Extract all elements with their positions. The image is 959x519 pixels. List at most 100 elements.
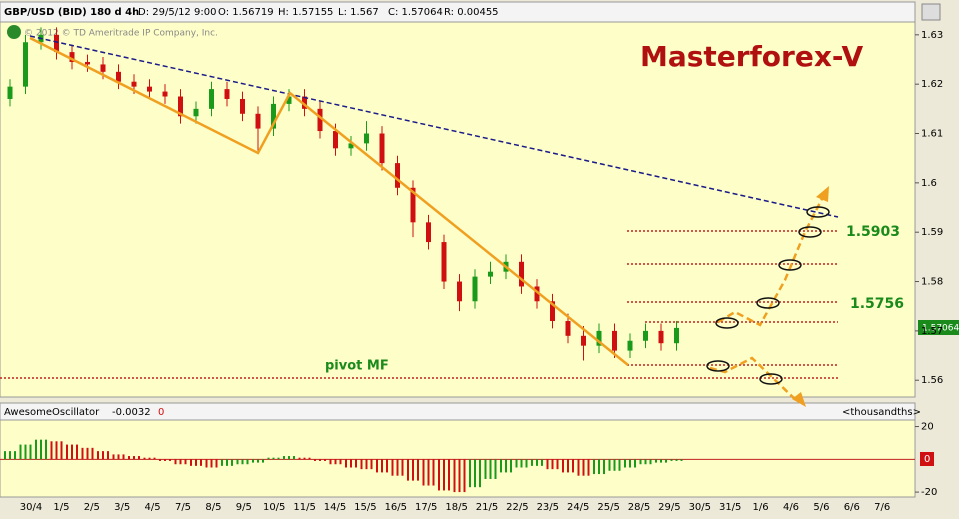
candle-body <box>69 52 75 62</box>
x-tick-label: 4/5 <box>145 502 161 513</box>
candle-body <box>224 89 230 99</box>
x-tick-label: 23/5 <box>537 502 559 513</box>
range: R: 0.00455 <box>444 7 499 18</box>
forecast <box>709 194 826 403</box>
trendline <box>29 35 839 218</box>
pivot-label: pivot MF <box>325 359 389 374</box>
candle-body <box>395 163 400 188</box>
x-tick-label: 17/5 <box>415 502 437 513</box>
x-tick-label: 24/5 <box>567 502 589 513</box>
candle-body <box>596 330 602 346</box>
x-tick-label: 6/6 <box>844 502 860 513</box>
close: C: 1.57064 <box>388 7 443 18</box>
x-tick-label: 30/5 <box>689 502 711 513</box>
x-tick-label: 25/5 <box>597 502 619 513</box>
candle-body <box>209 89 214 109</box>
candle-body <box>426 222 431 243</box>
candle-body <box>472 276 478 302</box>
candle-body <box>441 242 447 282</box>
x-tick-label: 7/6 <box>874 502 890 513</box>
candle-body <box>457 281 462 302</box>
osc-title: AwesomeOscillator <box>4 407 100 418</box>
arrow-up <box>816 186 829 202</box>
price-tag <box>918 320 959 335</box>
y-tick-label: 1.61 <box>921 129 943 140</box>
y-tick-label: 1.63 <box>921 30 943 41</box>
x-tick-label: 21/5 <box>476 502 498 513</box>
x-tick-label: 15/5 <box>354 502 376 513</box>
candle-body <box>7 86 13 99</box>
candle-body <box>240 98 245 114</box>
candle-body <box>23 42 28 87</box>
x-tick-label: 2/5 <box>84 502 100 513</box>
candle-body <box>85 61 90 65</box>
x-tick-label: 1/5 <box>53 502 69 513</box>
candle-body <box>333 131 338 149</box>
x-tick-label: 4/6 <box>783 502 799 513</box>
x-tick-label: 7/5 <box>175 502 191 513</box>
low: L: 1.567 <box>338 7 379 18</box>
candle-body <box>255 113 261 129</box>
arrow-down <box>792 392 806 407</box>
x-tick-label: 28/5 <box>628 502 650 513</box>
high: H: 1.57155 <box>278 7 333 18</box>
level-label: 1.5756 <box>850 296 904 312</box>
info-icon[interactable] <box>7 25 21 39</box>
y-tick-label: 1.62 <box>921 79 943 90</box>
y-tick-label: 1.56 <box>921 375 943 386</box>
candle-body <box>178 96 183 117</box>
candle-body <box>643 330 648 341</box>
price-tag-label: 1.57064 <box>922 324 959 334</box>
x-tick-label: 11/5 <box>293 502 315 513</box>
copyright: © 2012 © TD Ameritrade IP Company, Inc. <box>24 29 218 39</box>
candle-body <box>348 143 354 149</box>
x-tick-label: 10/5 <box>263 502 285 513</box>
levels <box>0 230 838 379</box>
y-tick-label: 20 <box>921 422 934 433</box>
candle-body <box>162 91 168 97</box>
osc-flag: 0 <box>158 407 164 418</box>
price-panel <box>0 21 916 398</box>
candle-body <box>317 108 323 132</box>
candle-body <box>410 187 416 223</box>
candle-body <box>116 71 121 82</box>
level-label: 1.5903 <box>846 224 900 240</box>
y-tick-label: -20 <box>921 487 937 498</box>
candle-body <box>658 330 664 344</box>
candle-body <box>550 301 555 322</box>
candle-body <box>534 286 540 302</box>
zero-tag-label: 0 <box>924 454 930 465</box>
x-tick-label: 14/5 <box>324 502 346 513</box>
x-tick-label: 9/5 <box>236 502 252 513</box>
candle-body <box>612 330 617 351</box>
y-tick-label: 1.58 <box>921 277 943 288</box>
date: D: 29/5/12 9:00 <box>138 7 216 18</box>
candle-body <box>147 86 152 92</box>
x-tick-label: 3/5 <box>114 502 130 513</box>
x-tick-label: 22/5 <box>506 502 528 513</box>
candle-body <box>302 96 307 109</box>
open: O: 1.56719 <box>218 7 274 18</box>
candle-body <box>100 64 106 72</box>
candle-body <box>581 335 586 346</box>
osc-header <box>0 402 916 421</box>
candle-body <box>286 96 292 104</box>
x-tick-label: 8/5 <box>205 502 221 513</box>
x-tick-label: 5/6 <box>813 502 829 513</box>
wave-line <box>29 36 629 366</box>
x-tick-label: 18/5 <box>445 502 467 513</box>
candle-body <box>519 261 524 287</box>
candle-body <box>488 271 493 277</box>
symbol: GBP/USD (BID) 180 d 4h <box>4 7 139 18</box>
x-tick-label: 16/5 <box>385 502 407 513</box>
x-tick-label: 29/5 <box>658 502 680 513</box>
brand: Masterforex-V <box>640 40 863 73</box>
candle-body <box>271 103 276 129</box>
y-tick-label: 1.6 <box>921 178 937 189</box>
settings-button[interactable] <box>921 3 941 21</box>
candle-body <box>364 133 369 144</box>
y-tick-label: 1.59 <box>921 227 943 238</box>
x-tick-label: 1/6 <box>753 502 769 513</box>
candle-body <box>54 34 59 53</box>
